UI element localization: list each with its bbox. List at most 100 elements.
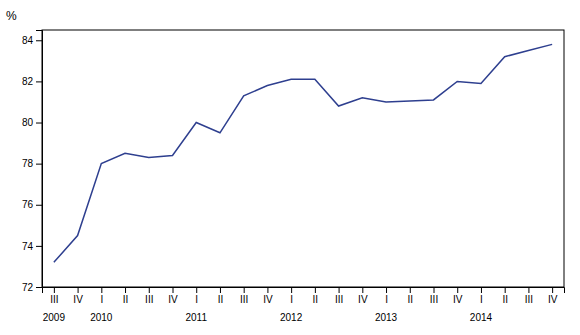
x-tick-mark bbox=[481, 287, 482, 293]
x-tick-label: I bbox=[480, 294, 483, 305]
x-tick-mark bbox=[362, 287, 363, 293]
y-tick-label: 82 bbox=[22, 76, 34, 87]
x-tick-label: IV bbox=[548, 294, 558, 305]
x-tick-label: II bbox=[502, 294, 508, 305]
x-tick: IV bbox=[453, 287, 463, 305]
plot: IIIIVIIIIIIIVIIIIIIIVIIIIIIIVIIIIIIIVIII… bbox=[6, 9, 565, 323]
x-tick: II bbox=[502, 287, 508, 305]
y-tick-mark bbox=[36, 81, 42, 82]
marks bbox=[54, 44, 552, 262]
y-tick: 78 bbox=[22, 158, 42, 169]
x-tick-mark bbox=[386, 287, 387, 293]
y-tick: 80 bbox=[22, 117, 42, 128]
x-tick-label: III bbox=[335, 294, 343, 305]
x-tick-mark bbox=[528, 287, 529, 293]
x-tick: II bbox=[218, 287, 224, 305]
x-tick-label: III bbox=[240, 294, 248, 305]
y-tick: 82 bbox=[22, 76, 42, 87]
x-tick-mark bbox=[173, 287, 174, 293]
year-label: 2010 bbox=[90, 312, 113, 323]
x-tick: III bbox=[145, 287, 153, 305]
x-axis-line bbox=[43, 288, 565, 294]
chart-svg: IIIIVIIIIIIIVIIIIIIIVIIIIIIIVIIIIIIIVIII… bbox=[0, 0, 580, 335]
x-tick: II bbox=[123, 287, 129, 305]
x-tick-mark bbox=[149, 287, 150, 293]
y-tick-mark bbox=[36, 287, 42, 288]
x-tick: III bbox=[335, 287, 343, 305]
y-tick-mark bbox=[36, 164, 42, 165]
y-tick: 74 bbox=[22, 241, 42, 252]
year-label: 2009 bbox=[43, 312, 66, 323]
x-tick-mark bbox=[78, 287, 79, 293]
year-label: 2014 bbox=[470, 312, 493, 323]
x-tick: I bbox=[480, 287, 483, 305]
year-label: 2013 bbox=[375, 312, 398, 323]
x-tick: IV bbox=[168, 287, 178, 305]
x-tick-label: IV bbox=[358, 294, 368, 305]
year-label: 2011 bbox=[185, 312, 207, 323]
x-tick-mark bbox=[410, 287, 411, 293]
x-tick: IV bbox=[73, 287, 83, 305]
x-tick: II bbox=[407, 287, 413, 305]
year-label: 2012 bbox=[280, 312, 303, 323]
x-tick: III bbox=[525, 287, 533, 305]
x-tick-label: I bbox=[385, 294, 388, 305]
x-tick-label: IV bbox=[168, 294, 178, 305]
x-tick-mark bbox=[457, 287, 458, 293]
y-tick: 76 bbox=[22, 199, 42, 210]
x-tick-mark bbox=[220, 287, 221, 293]
y-tick-label: 84 bbox=[22, 35, 34, 46]
x-tick-mark bbox=[315, 287, 316, 293]
x-tick: I bbox=[100, 287, 103, 305]
x-axis: IIIIVIIIIIIIVIIIIIIIVIIIIIIIVIIIIIIIVIII… bbox=[43, 287, 565, 305]
x-tick-mark bbox=[267, 287, 268, 293]
x-tick-label: III bbox=[50, 294, 58, 305]
x-tick-mark bbox=[101, 287, 102, 293]
x-tick-label: IV bbox=[73, 294, 83, 305]
x-tick-mark bbox=[196, 287, 197, 293]
x-tick-label: II bbox=[407, 294, 413, 305]
y-axis: 72 74 76 78 80 82 84 bbox=[22, 31, 43, 293]
x-tick-label: I bbox=[195, 294, 198, 305]
y-tick-mark bbox=[36, 246, 42, 247]
x-tick: III bbox=[430, 287, 438, 305]
x-tick: IV bbox=[263, 287, 273, 305]
y-tick: 72 bbox=[22, 282, 42, 293]
x-tick-mark bbox=[244, 287, 245, 293]
x-tick-label: II bbox=[218, 294, 224, 305]
x-tick-mark bbox=[505, 287, 506, 293]
x-tick-label: IV bbox=[263, 294, 273, 305]
x-tick: II bbox=[313, 287, 319, 305]
data-line bbox=[54, 44, 552, 262]
x-tick-label: III bbox=[430, 294, 438, 305]
x-tick: I bbox=[195, 287, 198, 305]
x-tick-label: II bbox=[123, 294, 129, 305]
x-tick: IV bbox=[548, 287, 558, 305]
y-tick-mark bbox=[36, 123, 42, 124]
x-tick: I bbox=[290, 287, 293, 305]
x-tick-label: III bbox=[145, 294, 153, 305]
x-tick: I bbox=[385, 287, 388, 305]
y-tick-label: 74 bbox=[22, 241, 34, 252]
y-axis-label: % bbox=[6, 9, 17, 23]
y-tick-label: 78 bbox=[22, 158, 34, 169]
x-tick-label: I bbox=[100, 294, 103, 305]
x-tick-mark bbox=[125, 287, 126, 293]
x-tick-mark bbox=[434, 287, 435, 293]
plot-frame bbox=[42, 30, 564, 287]
y-tick-label: 76 bbox=[22, 199, 34, 210]
y-tick: 84 bbox=[22, 35, 42, 46]
y-tick-label: 80 bbox=[22, 117, 34, 128]
x-tick-label: I bbox=[290, 294, 293, 305]
y-axis-line bbox=[36, 31, 43, 288]
x-tick-mark bbox=[552, 287, 553, 293]
annotations: 2009 2010 2011 2012 2013 2014 bbox=[43, 312, 493, 323]
x-tick: III bbox=[50, 287, 58, 305]
y-tick-mark bbox=[36, 205, 42, 206]
x-tick-mark bbox=[291, 287, 292, 293]
x-tick-label: III bbox=[525, 294, 533, 305]
x-tick-label: II bbox=[313, 294, 319, 305]
x-tick-label: IV bbox=[453, 294, 463, 305]
y-tick-mark bbox=[36, 40, 42, 41]
chart-container: IIIIVIIIIIIIVIIIIIIIVIIIIIIIVIIIIIIIVIII… bbox=[0, 0, 580, 335]
